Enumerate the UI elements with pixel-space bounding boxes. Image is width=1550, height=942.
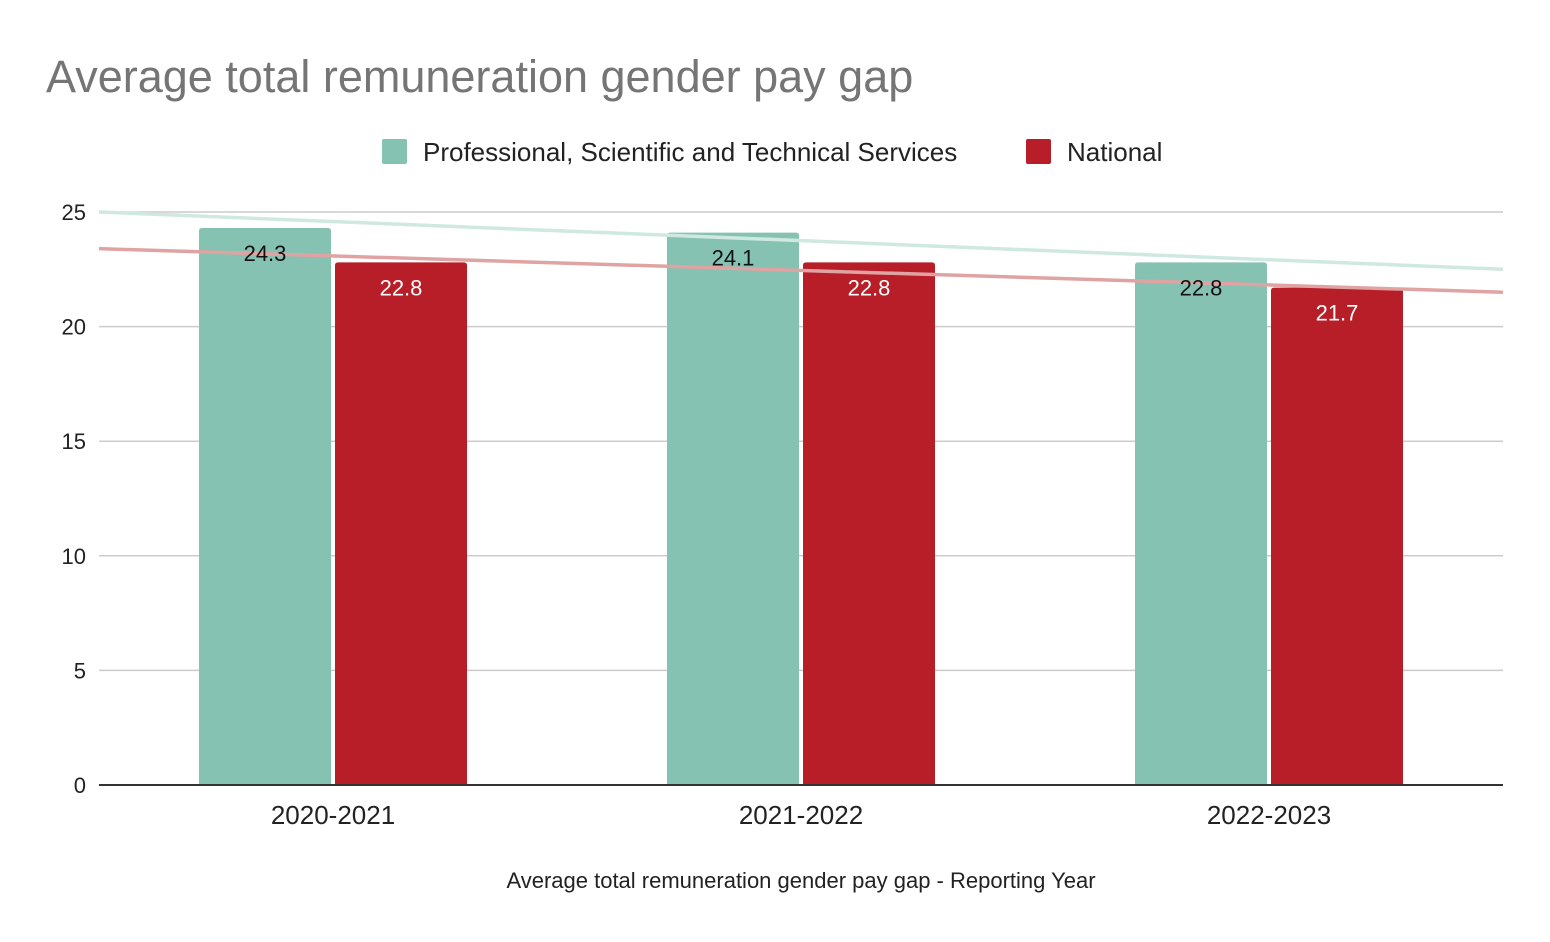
bar [335, 262, 467, 785]
x-category-label: 2022-2023 [1207, 800, 1331, 830]
data-label: 22.8 [1180, 275, 1223, 300]
x-axis-category-labels: 2020-2021 2021-2022 2022-2023 [271, 800, 1331, 830]
legend-swatch-national [1026, 139, 1051, 164]
data-labels: 24.3 22.8 24.1 22.8 22.8 21.7 [244, 241, 1359, 326]
y-tick-label: 10 [62, 544, 86, 569]
trendlines [98, 210, 1504, 294]
y-tick-label: 5 [74, 658, 86, 683]
data-label: 22.8 [380, 275, 423, 300]
data-label: 22.8 [848, 275, 891, 300]
bar [1271, 287, 1403, 785]
data-label: 21.7 [1316, 301, 1359, 326]
x-axis-title: Average total remuneration gender pay ga… [506, 868, 1095, 893]
y-tick-label: 20 [62, 315, 86, 340]
gridlines [99, 211, 1503, 672]
data-label: 24.3 [244, 241, 287, 266]
legend-swatch-professional [382, 139, 407, 164]
bar [803, 262, 935, 785]
x-category-label: 2020-2021 [271, 800, 395, 830]
y-tick-label: 15 [62, 429, 86, 454]
legend: Professional, Scientific and Technical S… [382, 137, 1162, 167]
trendline [98, 210, 1504, 272]
bar [667, 232, 799, 786]
bars [199, 228, 1403, 786]
data-label: 24.1 [712, 246, 755, 271]
bar [1135, 262, 1267, 785]
y-tick-label: 0 [74, 773, 86, 798]
bar [199, 228, 331, 785]
legend-label-professional: Professional, Scientific and Technical S… [423, 137, 957, 167]
trendline [98, 246, 1504, 294]
y-tick-label: 25 [62, 200, 86, 225]
x-category-label: 2021-2022 [739, 800, 863, 830]
y-axis-tick-labels: 0 5 10 15 20 25 [62, 200, 86, 798]
legend-label-national: National [1067, 137, 1162, 167]
chart-title: Average total remuneration gender pay ga… [46, 51, 913, 102]
